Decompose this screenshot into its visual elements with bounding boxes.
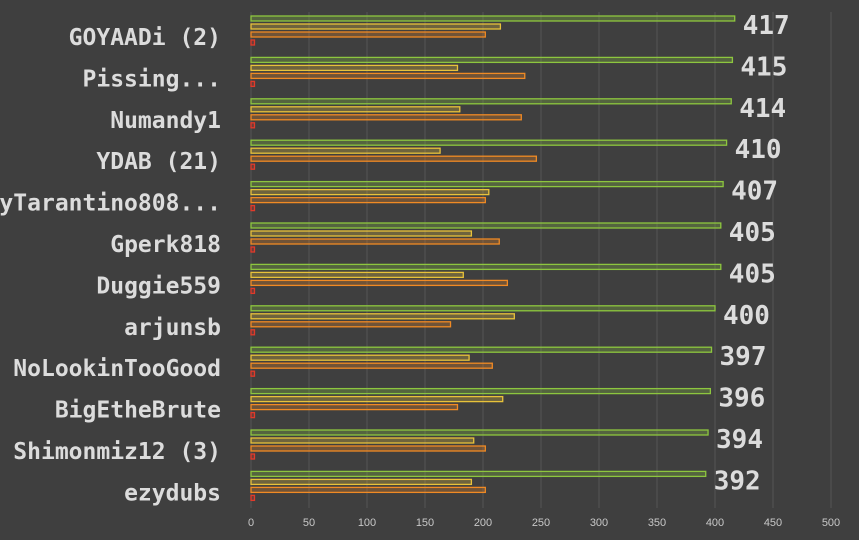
bar-series-1-4 [250, 180, 724, 188]
bar-series-4-10 [250, 453, 256, 460]
category-label: Pissing... [83, 66, 221, 92]
bar-series-1-9 [250, 387, 712, 395]
bar-series-1-7 [250, 305, 716, 312]
bar-series-2-3 [250, 147, 441, 154]
bar-series-4-7 [250, 329, 256, 336]
bar-series-1-10 [250, 429, 709, 436]
category-label: TonyTarantino808... [0, 191, 221, 217]
x-tick-label: 400 [706, 517, 724, 529]
bar-series-2-7 [250, 313, 515, 320]
x-tick-label: 0 [248, 517, 254, 529]
bar-series-4-2 [250, 122, 256, 129]
x-tick-label: 450 [764, 517, 782, 529]
bar-series-3-7 [250, 321, 452, 328]
bar-series-2-0 [250, 23, 502, 30]
bar-series-1-6 [250, 263, 722, 271]
category-label: NoLookinTooGood [13, 356, 221, 382]
data-label: 396 [718, 384, 765, 414]
data-label: 414 [739, 94, 786, 124]
data-label: 397 [720, 342, 767, 372]
category-label: Duggie559 [96, 273, 221, 299]
bar-series-3-1 [250, 72, 526, 80]
bar-series-2-2 [250, 106, 461, 113]
bar-series-3-8 [250, 362, 493, 369]
category-label: Gperk818 [110, 232, 221, 258]
category-label: Shimonmiz12 (3) [13, 439, 221, 465]
bar-series-4-11 [250, 494, 256, 502]
bar-series-2-4 [250, 188, 490, 196]
x-tick-label: 500 [822, 517, 840, 529]
bar-series-4-3 [250, 163, 256, 170]
category-label: ezydubs [124, 480, 221, 506]
x-tick-label: 200 [474, 517, 492, 529]
bar-series-3-6 [250, 279, 509, 287]
category-label: arjunsb [124, 315, 221, 341]
bar-series-1-11 [250, 470, 707, 478]
category-label: YDAB (21) [96, 149, 221, 175]
category-label: GOYAADi (2) [69, 25, 221, 51]
x-tick-label: 100 [358, 517, 376, 529]
data-label: 410 [735, 135, 782, 165]
x-tick-label: 350 [648, 517, 666, 529]
x-tick-label: 300 [590, 517, 608, 529]
bar-series-3-11 [250, 486, 486, 494]
bar-series-2-1 [250, 64, 459, 72]
bar-series-3-4 [250, 196, 486, 204]
bar-series-4-4 [250, 204, 256, 212]
bars [250, 15, 736, 502]
bar-series-3-3 [250, 155, 538, 162]
bar-series-2-9 [250, 395, 504, 403]
data-label: 394 [716, 425, 763, 455]
data-label: 400 [723, 301, 770, 331]
labels: 0 50 100 150 200 250 300 350 400 450 500 GOYAADi (2… [0, 11, 840, 529]
x-tick-label: 50 [303, 517, 315, 529]
bar-series-2-5 [250, 230, 473, 237]
grid-lines [250, 12, 832, 508]
bar-series-3-9 [250, 403, 459, 411]
data-label: 405 [729, 218, 776, 248]
bar-series-1-0 [250, 15, 736, 22]
x-tick-label: 250 [532, 517, 550, 529]
bar-series-2-6 [250, 271, 464, 279]
bar-series-1-8 [250, 346, 713, 353]
bar-series-2-10 [250, 437, 475, 444]
bar-series-4-8 [250, 370, 256, 377]
bar-series-1-5 [250, 222, 722, 229]
bar-series-1-2 [250, 98, 732, 105]
category-label: BigEtheBrute [55, 398, 221, 424]
bar-series-4-1 [250, 80, 256, 88]
bar-series-3-10 [250, 445, 486, 452]
bar-series-3-2 [250, 114, 522, 121]
bar-series-2-11 [250, 478, 473, 486]
bar-series-4-5 [250, 246, 256, 253]
data-label: 405 [729, 259, 776, 289]
bar-series-3-5 [250, 238, 500, 245]
bar-series-2-8 [250, 354, 470, 361]
bar-series-1-1 [250, 56, 734, 64]
bar-series-4-6 [250, 287, 256, 295]
x-tick-label: 150 [416, 517, 434, 529]
bar-series-1-3 [250, 139, 728, 146]
data-label: 415 [740, 52, 787, 82]
bar-series-4-9 [250, 411, 256, 419]
data-label: 407 [731, 177, 778, 207]
category-label: Numandy1 [110, 108, 221, 134]
data-label: 417 [743, 11, 790, 41]
bar-series-3-0 [250, 31, 486, 38]
bar-series-4-0 [250, 39, 256, 46]
data-label: 392 [714, 466, 761, 496]
